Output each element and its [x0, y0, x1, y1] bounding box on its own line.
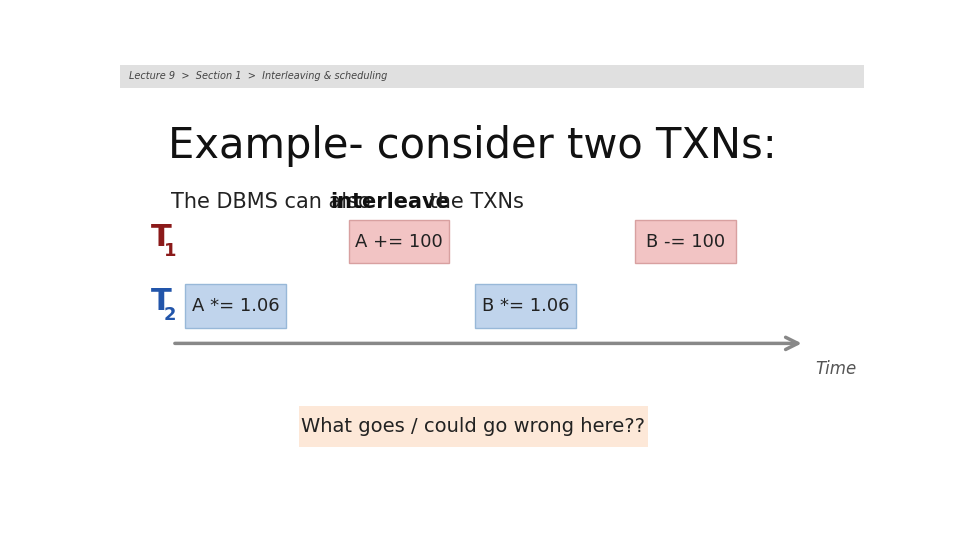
FancyBboxPatch shape — [475, 284, 576, 328]
Text: T: T — [152, 287, 172, 316]
Text: A += 100: A += 100 — [355, 233, 443, 251]
Text: B *= 1.06: B *= 1.06 — [482, 297, 569, 315]
FancyBboxPatch shape — [185, 284, 285, 328]
Text: A *= 1.06: A *= 1.06 — [191, 297, 279, 315]
Text: Example- consider two TXNs:: Example- consider two TXNs: — [168, 125, 777, 167]
FancyBboxPatch shape — [120, 65, 864, 87]
Text: B -= 100: B -= 100 — [646, 233, 725, 251]
Text: Time: Time — [816, 360, 857, 378]
Text: T: T — [152, 223, 172, 252]
Text: interleave: interleave — [330, 192, 450, 212]
Text: 1: 1 — [164, 242, 177, 260]
FancyBboxPatch shape — [348, 220, 449, 264]
Text: 2: 2 — [164, 306, 177, 324]
FancyBboxPatch shape — [299, 406, 648, 447]
Text: Lecture 9  >  Section 1  >  Interleaving & scheduling: Lecture 9 > Section 1 > Interleaving & s… — [129, 71, 387, 81]
Text: The DBMS can also: The DBMS can also — [171, 192, 377, 212]
Text: the TXNs: the TXNs — [423, 192, 524, 212]
FancyBboxPatch shape — [636, 220, 735, 264]
Text: What goes / could go wrong here??: What goes / could go wrong here?? — [301, 417, 645, 436]
